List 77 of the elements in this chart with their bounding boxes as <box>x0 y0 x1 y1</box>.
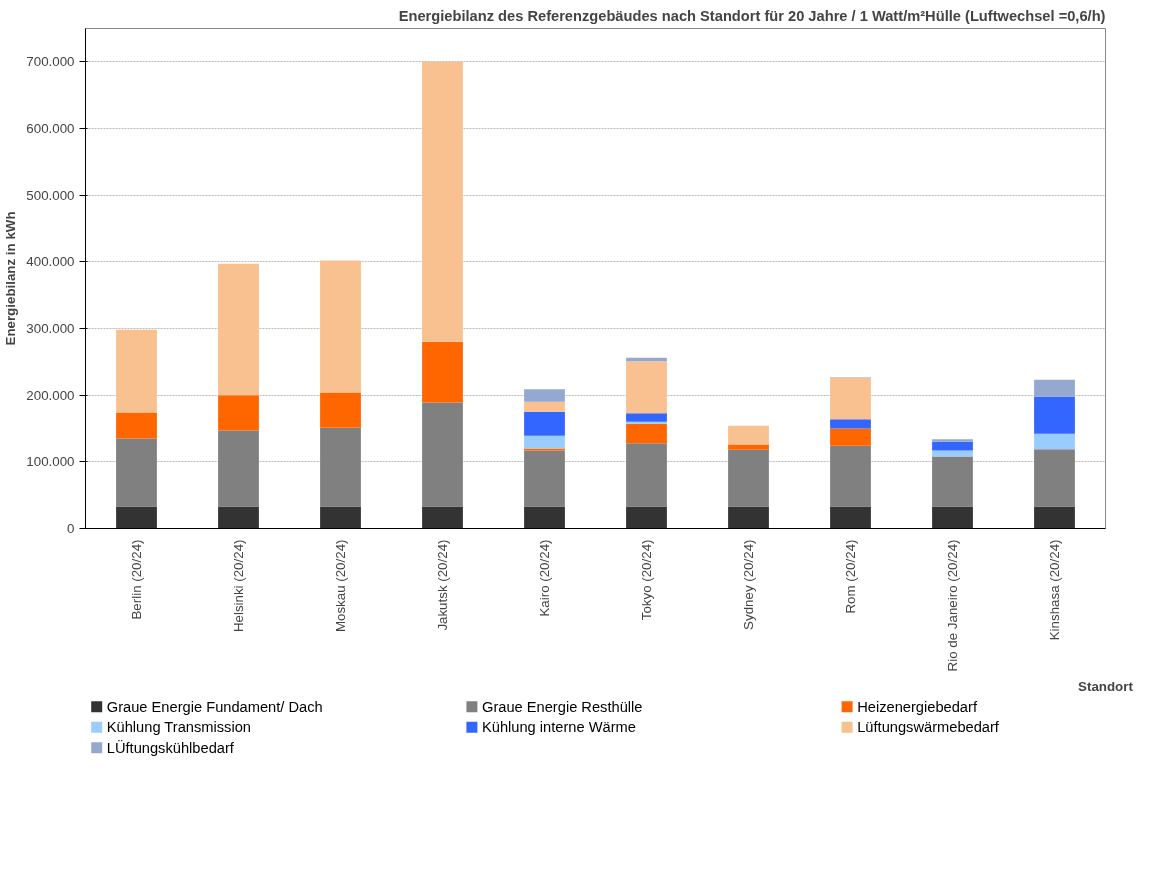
legend-label: Lüftungswärmebedarf <box>857 719 1000 736</box>
bar <box>626 423 667 444</box>
bar <box>422 506 463 529</box>
bar <box>932 450 973 457</box>
bar <box>626 357 667 362</box>
bar <box>932 441 973 451</box>
bar <box>1034 449 1075 507</box>
bar <box>626 421 667 424</box>
bar <box>524 448 565 451</box>
x-tick-label: Kinshasa (20/24) <box>1047 539 1062 641</box>
y-tick-label: 600.000 <box>26 121 75 136</box>
bar <box>524 450 565 507</box>
x-tick-label: Sydney (20/24) <box>741 539 756 630</box>
bar <box>524 435 565 449</box>
bar <box>1034 396 1075 434</box>
y-tick-label: 200.000 <box>26 387 75 403</box>
bar <box>830 506 871 529</box>
bar <box>728 506 769 529</box>
bar <box>524 389 565 402</box>
x-tick-label: Jakutsk (20/24) <box>435 539 450 631</box>
bar <box>1034 506 1075 529</box>
bar <box>830 377 871 420</box>
legend-label: Graue Energie Resthülle <box>481 698 643 715</box>
bar <box>116 438 157 507</box>
bar <box>626 506 667 529</box>
y-tick-label: 300.000 <box>26 321 75 336</box>
y-tick-label: 700.000 <box>26 54 75 70</box>
bar <box>524 506 565 529</box>
bar <box>524 411 565 436</box>
bar <box>626 361 667 414</box>
x-tick-label: Kairo (20/24) <box>537 539 552 617</box>
bar <box>932 506 973 529</box>
legend-label: Kühlung interne Wärme <box>481 719 636 736</box>
x-axis-title: Standort <box>1078 679 1134 695</box>
bar <box>320 260 361 393</box>
y-tick-label: 400.000 <box>26 254 75 270</box>
bar <box>116 329 157 413</box>
bar <box>422 341 463 403</box>
y-tick-label: 500.000 <box>26 187 75 203</box>
bar <box>932 456 973 507</box>
bar <box>728 444 769 450</box>
bar <box>218 263 259 396</box>
bar <box>218 430 259 507</box>
bar <box>626 443 667 507</box>
bar <box>524 401 565 412</box>
bar <box>1034 379 1075 397</box>
legend-label: LÜftungskühlbedarf <box>106 738 235 756</box>
chart-title: Energiebilanz des Referenzgebäudes nach Standort für 20 Jahre / 1 Watt/m²Hülle (Luftwechsel =0,6/h) <box>398 7 1106 24</box>
bar <box>320 427 361 507</box>
y-tick-label: 100.000 <box>26 454 75 470</box>
bar <box>116 506 157 529</box>
bar <box>422 402 463 507</box>
legend-label: Kühlung Transmission <box>106 719 251 736</box>
x-tick-label: Tokyo (20/24) <box>639 539 654 621</box>
legend-label: Graue Energie Fundament/ Dach <box>106 698 323 715</box>
bar <box>218 395 259 431</box>
bar <box>830 419 871 429</box>
bar <box>320 392 361 428</box>
y-tick-label: 0 <box>67 521 75 536</box>
bar <box>422 61 463 342</box>
bar <box>626 413 667 422</box>
bar <box>1034 433 1075 450</box>
x-tick-label: Berlin (20/24) <box>129 539 144 620</box>
x-tick-label: Moskau (20/24) <box>333 539 348 633</box>
bar <box>830 445 871 507</box>
legend-label: Heizenergiebedarf <box>857 698 978 715</box>
y-axis-title: Energiebilanz in kWh <box>3 211 19 346</box>
bar <box>218 506 259 529</box>
bar <box>728 425 769 445</box>
bar <box>932 439 973 442</box>
bar <box>116 412 157 439</box>
bar <box>728 449 769 507</box>
bar <box>830 428 871 446</box>
x-tick-label: Rio de Janeiro (20/24) <box>945 539 960 672</box>
bar <box>320 506 361 529</box>
x-tick-label: Helsinki (20/24) <box>231 539 246 633</box>
x-tick-label: Rom (20/24) <box>843 539 858 614</box>
